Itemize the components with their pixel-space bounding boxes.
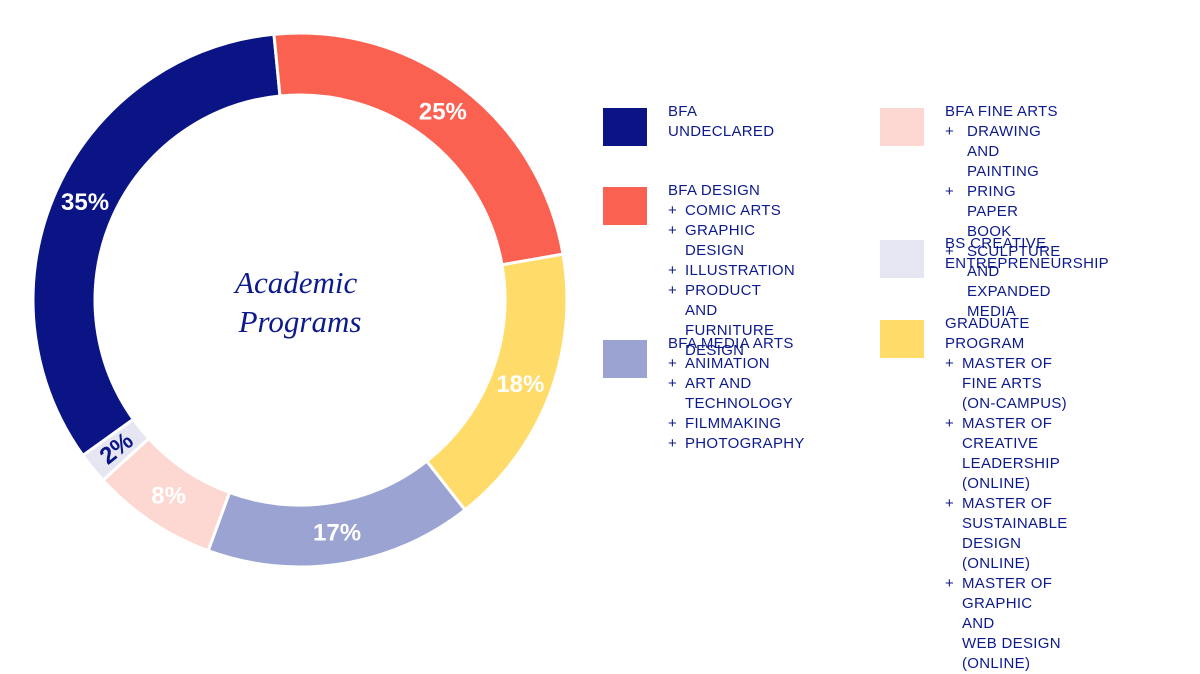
pct-label-design: 25%	[419, 99, 467, 126]
legend-sub-item: + PHOTOGRAPHY	[668, 434, 805, 454]
legend-sub-label: ANIMATION	[685, 355, 770, 372]
legend-label: BFA MEDIA ARTS	[668, 335, 794, 352]
legend-sub-label: MASTER OF SUSTAINABLE DESIGN (ONLINE)	[962, 495, 1068, 572]
pct-label-media: 17%	[313, 520, 361, 547]
legend-text-graduate: GRADUATE PROGRAM + MASTER OF FINE ARTS (ON…	[945, 314, 1068, 674]
legend-sub-label: PRODUCT AND FURNITURE DESIGN	[685, 282, 775, 359]
legend-text-creative: BS CREATIVE ENTREPRENEURSHIP	[945, 234, 1109, 274]
legend-label: BFA FINE ARTS	[945, 103, 1058, 120]
plus-icon: +	[945, 243, 955, 260]
pct-label-undeclared: 35%	[61, 189, 109, 216]
legend-sub-item: + FILMMAKING	[668, 414, 805, 434]
legend-sub-label: FILMMAKING	[685, 415, 782, 432]
plus-icon: +	[668, 222, 678, 239]
legend-sub-label: ILLUSTRATION	[685, 262, 796, 279]
legend-sub-item: + DRAWING AND PAINTING	[945, 122, 1061, 182]
legend-sub-item: + PRING PAPER BOOK	[945, 182, 1061, 242]
legend-sub-item: + PRODUCT AND FURNITURE DESIGN	[668, 281, 795, 361]
plus-icon: +	[945, 123, 955, 140]
plus-icon: +	[945, 575, 955, 592]
chart-title-line-1: Academic	[233, 265, 357, 300]
legend-label: BFA UNDECLARED	[668, 103, 775, 140]
plus-icon: +	[668, 355, 678, 372]
legend-sub-label: PRING PAPER BOOK	[967, 183, 1019, 240]
legend-swatch-fine	[880, 108, 924, 146]
plus-icon: +	[668, 435, 678, 452]
legend-swatch-undeclared	[603, 108, 647, 146]
legend-swatch-graduate	[880, 320, 924, 358]
plus-icon: +	[668, 262, 678, 279]
pct-label-graduate: 18%	[496, 371, 544, 398]
legend-swatch-creative	[880, 240, 924, 278]
legend-swatch-design	[603, 187, 647, 225]
legend-label: BS CREATIVE ENTREPRENEURSHIP	[945, 235, 1109, 272]
legend-sub-label: PHOTOGRAPHY	[685, 435, 805, 452]
legend-sub-item: + MASTER OF SUSTAINABLE DESIGN (ONLINE)	[945, 494, 1068, 574]
legend-sub-item: + MASTER OF FINE ARTS (ON-CAMPUS)	[945, 354, 1068, 414]
plus-icon: +	[668, 415, 678, 432]
legend-sub-item: + GRAPHIC DESIGN	[668, 221, 795, 261]
legend-swatch-media	[603, 340, 647, 378]
slice-design	[272, 31, 565, 267]
legend-sub-item: + ILLUSTRATION	[668, 261, 795, 281]
legend-sub-item: + COMIC ARTS	[668, 201, 795, 221]
plus-icon: +	[668, 282, 678, 299]
pct-label-fine: 8%	[151, 483, 186, 510]
legend-sub-item: + ANIMATION	[668, 354, 805, 374]
chart-title: Academic Programs	[233, 265, 365, 339]
plus-icon: +	[945, 415, 955, 432]
legend-label: GRADUATE PROGRAM	[945, 315, 1030, 352]
donut-slices	[31, 31, 569, 569]
legend-text-fine: BFA FINE ARTS + DRAWING AND PAINTING + PRING…	[945, 102, 1061, 322]
legend-sub-label: COMIC ARTS	[685, 202, 782, 219]
legend-sub-label: DRAWING AND PAINTING	[967, 123, 1042, 180]
legend-text-media: BFA MEDIA ARTS + ANIMATION + ART AND TECHNOL…	[668, 334, 805, 454]
legend-sub-item: + SCULPTURE AND EXPANDED MEDIA	[945, 242, 1061, 322]
plus-icon: +	[945, 495, 955, 512]
legend-text-undeclared: BFA UNDECLARED	[668, 102, 774, 142]
plus-icon: +	[945, 183, 955, 200]
legend-sub-label: MASTER OF CREATIVE LEADERSHIP (ONLINE)	[962, 415, 1060, 492]
legend-sub-item: + MASTER OF CREATIVE LEADERSHIP (ONLINE)	[945, 414, 1068, 494]
donut-chart: 35%25%18%17%8%2% Academic Programs	[31, 31, 569, 569]
legend-sub-label: GRAPHIC DESIGN	[685, 222, 756, 259]
legend-label: BFA DESIGN	[668, 182, 761, 199]
plus-icon: +	[945, 355, 955, 372]
slice-undeclared	[31, 32, 282, 458]
legend-sub-item: + ART AND TECHNOLOGY	[668, 374, 805, 414]
legend-sub-label: MASTER OF GRAPHIC AND WEB DESIGN (ONLINE…	[962, 575, 1061, 672]
legend-sub-label: ART AND TECHNOLOGY	[685, 375, 794, 412]
legend-text-design: BFA DESIGN + COMIC ARTS + GRAPHIC DESIGN + ILL…	[668, 181, 795, 361]
slice-creative	[80, 417, 151, 483]
plus-icon: +	[668, 375, 678, 392]
legend-sub-item: + MASTER OF GRAPHIC AND WEB DESIGN (ONLIN…	[945, 574, 1068, 674]
plus-icon: +	[668, 202, 678, 219]
slice-media	[206, 459, 468, 569]
legend-sub-label: SCULPTURE AND EXPANDED MEDIA	[967, 243, 1061, 320]
chart-title-line-2: Programs	[238, 304, 362, 339]
legend-sub-label: MASTER OF FINE ARTS (ON-CAMPUS)	[962, 355, 1067, 412]
